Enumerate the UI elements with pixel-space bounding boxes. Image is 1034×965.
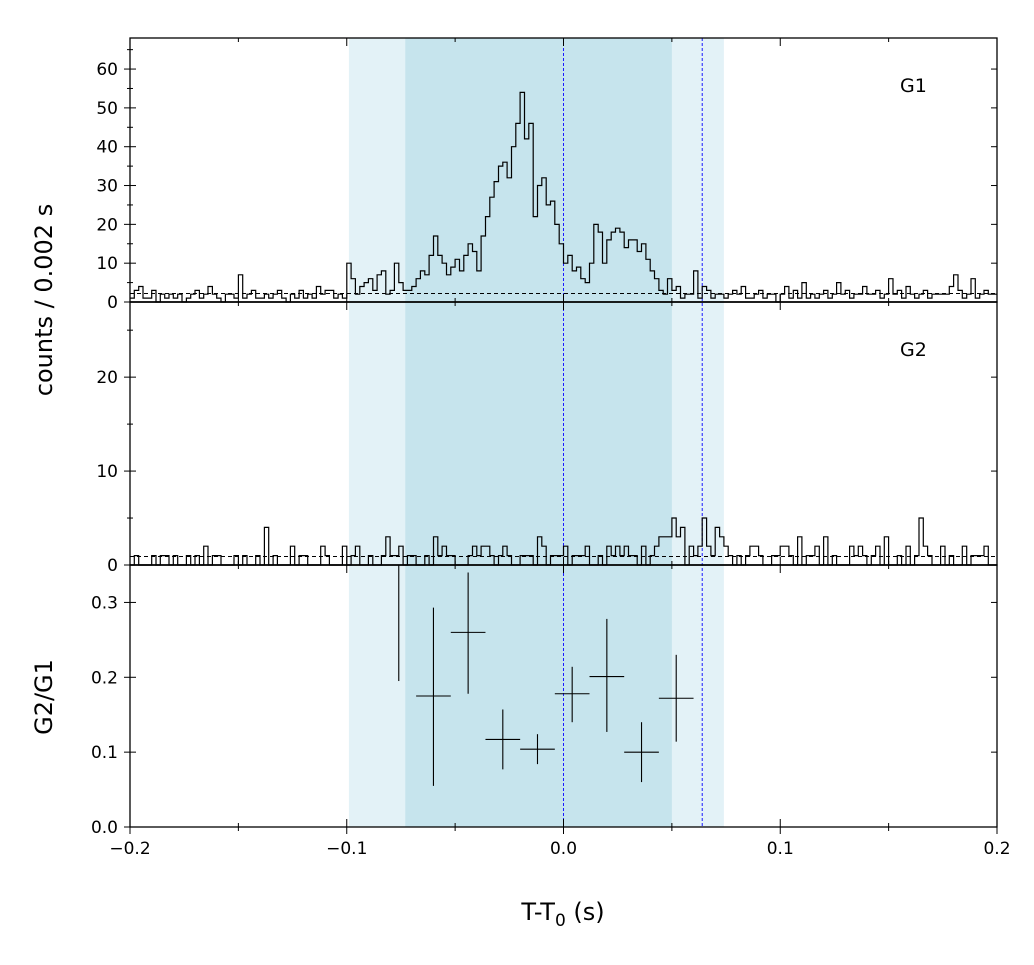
ratio-point-6 <box>589 618 625 732</box>
x-axis-label-unit: (s) <box>566 898 605 926</box>
y-tick-label: 0 <box>107 293 118 313</box>
shaded-region-1 <box>405 38 672 827</box>
x-tick-label: −0.2 <box>109 839 150 859</box>
ratio-points <box>398 565 694 786</box>
x-axis-label: T-T0 (s) <box>520 898 604 931</box>
ratio-point-2 <box>450 572 486 694</box>
y-tick-label: 0.3 <box>91 593 118 613</box>
y-tick-label: 40 <box>96 138 118 158</box>
y-tick-label: 0.2 <box>91 668 118 688</box>
y-tick-label: 50 <box>96 99 118 119</box>
x-tick-label: 0.0 <box>550 839 577 859</box>
x-tick-label: 0.1 <box>767 839 794 859</box>
vertical-lines <box>563 38 703 827</box>
y-tick-label: 20 <box>96 215 118 235</box>
x-axis-label-main: T-T <box>520 898 555 926</box>
y-tick-label: 0.1 <box>91 743 118 763</box>
x-tick-label: 0.2 <box>983 839 1010 859</box>
ratio-point-4 <box>520 734 555 765</box>
ratio-point-7 <box>624 722 659 783</box>
x-axis-label-subscript: 0 <box>555 911 566 931</box>
axes: −0.2 −0.1 0.0 0.1 0.2 0 10 20 30 40 50 60 0 10 20 0.0 0.… <box>91 37 1011 859</box>
y-tick-label: 10 <box>96 254 118 274</box>
y-tick-label: 10 <box>96 462 118 482</box>
histogram-g2 <box>130 517 997 566</box>
y-tick-label: 20 <box>96 368 118 388</box>
y-axis-label-ratio: G2/G1 <box>30 659 58 735</box>
ratio-point-8 <box>658 654 694 742</box>
x-tick-label: −0.1 <box>326 839 367 859</box>
ratio-point-3 <box>485 709 521 770</box>
ratio-point-1 <box>416 607 451 786</box>
panel-label-g1: G1 <box>900 75 927 97</box>
y-tick-label: 60 <box>96 60 118 80</box>
panel-label-g2: G2 <box>900 339 927 361</box>
y-tick-label: 0.0 <box>91 818 118 838</box>
shaded-regions <box>348 38 724 827</box>
ratio-point-5 <box>554 666 590 723</box>
y-axis-label-counts: counts / 0.002 s <box>30 204 58 396</box>
y-tick-label: 30 <box>96 177 118 197</box>
y-tick-label: 0 <box>107 556 118 576</box>
